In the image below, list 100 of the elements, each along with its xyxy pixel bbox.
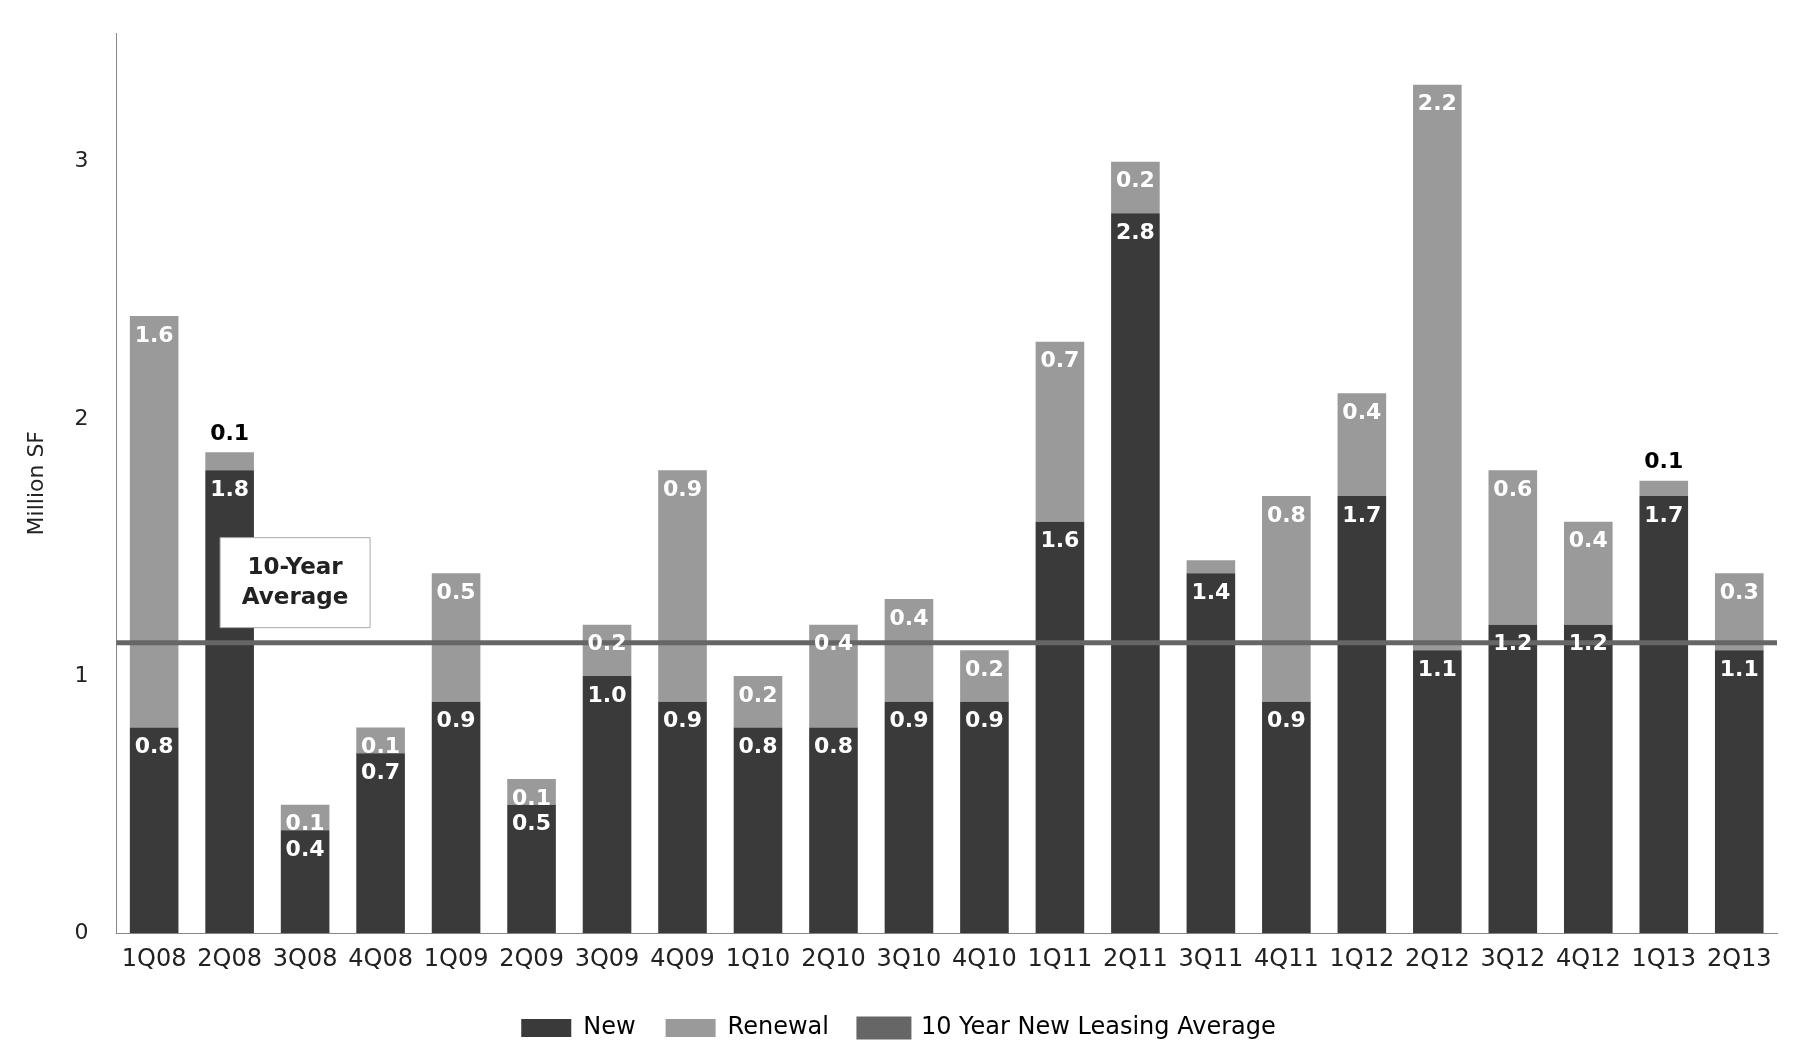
bar <box>1262 496 1311 702</box>
bar <box>1488 624 1538 934</box>
data-label: 0.5 <box>512 810 552 836</box>
data-label: 0.4 <box>1342 398 1382 424</box>
data-label: 0.2 <box>1115 167 1155 193</box>
x-tick-label: 3Q09 <box>574 943 640 972</box>
bar <box>809 624 858 728</box>
bar <box>129 316 179 728</box>
bar <box>1035 521 1085 934</box>
bar <box>1186 573 1236 934</box>
bar <box>1714 650 1764 934</box>
data-label: 1.8 <box>210 476 250 502</box>
data-label: 1.7 <box>1342 501 1382 527</box>
x-tick-label: 4Q08 <box>348 943 413 972</box>
data-label: 0.7 <box>361 758 401 784</box>
data-label: 1.4 <box>1191 578 1231 604</box>
data-label: 0.1 <box>285 810 325 836</box>
data-label: 1.7 <box>1644 501 1684 527</box>
data-label: 0.2 <box>587 630 627 656</box>
x-tick-label: 1Q08 <box>121 943 187 972</box>
data-label: 0.8 <box>738 733 778 759</box>
data-label: 0.9 <box>1266 707 1306 733</box>
data-label: 2.2 <box>1417 90 1457 116</box>
x-tick-label: 1Q09 <box>423 943 489 972</box>
x-tick-label: 1Q12 <box>1329 943 1395 972</box>
data-label: 1.6 <box>134 321 174 347</box>
data-label: 0.1 <box>1644 448 1684 474</box>
bar <box>1337 393 1387 497</box>
data-label: 0.4 <box>1568 527 1608 553</box>
bar <box>1563 521 1613 625</box>
data-label: 0.4 <box>813 630 853 656</box>
x-tick-label: 2Q10 <box>801 943 866 972</box>
bar <box>431 701 481 934</box>
bar <box>658 470 707 702</box>
bar <box>431 573 481 702</box>
data-label: 0.9 <box>663 476 702 502</box>
data-label: 0.9 <box>663 707 702 733</box>
bar <box>356 753 405 934</box>
y-tick-label: 3 <box>74 147 89 173</box>
data-label: 0.1 <box>361 733 401 759</box>
x-tick-label: 3Q08 <box>272 943 338 972</box>
x-tick-label: 1Q10 <box>725 943 791 972</box>
x-tick-label: 2Q13 <box>1706 943 1772 972</box>
y-tick-label: 2 <box>74 404 89 430</box>
x-tick-label: 1Q11 <box>1027 943 1093 972</box>
data-label: 0.2 <box>964 656 1004 682</box>
data-label: 0.2 <box>738 681 778 707</box>
y-axis-title: Million SF <box>22 430 48 536</box>
data-label: 1.1 <box>1417 656 1457 682</box>
bar <box>1639 496 1689 934</box>
data-label: 1.2 <box>1493 630 1533 656</box>
x-tick-label: 4Q09 <box>650 943 715 972</box>
data-label: 0.7 <box>1040 347 1080 373</box>
x-tick-label: 1Q13 <box>1631 943 1697 972</box>
bar <box>129 727 179 934</box>
data-label: 0.3 <box>1719 578 1759 604</box>
data-label: 1.2 <box>1568 630 1608 656</box>
data-label: 1.6 <box>1040 527 1080 553</box>
x-tick-label: 4Q10 <box>952 943 1017 972</box>
data-label: 0.8 <box>1266 501 1306 527</box>
bar <box>1262 701 1311 934</box>
bar <box>1111 213 1160 934</box>
annotation: 10-Year Average <box>241 552 349 609</box>
data-label: 0.9 <box>964 707 1004 733</box>
legend-label: New <box>583 1012 636 1041</box>
x-tick-label: 3Q10 <box>876 943 942 972</box>
x-tick-label: 4Q11 <box>1254 943 1319 972</box>
data-label: 2.8 <box>1115 218 1155 244</box>
data-label: 0.1 <box>210 420 250 446</box>
x-tick-label: 3Q11 <box>1178 943 1244 972</box>
data-label: 0.5 <box>436 578 476 604</box>
legend-label: 10 Year New Leasing Average <box>920 1012 1276 1041</box>
bar <box>809 727 858 934</box>
data-label: 1.1 <box>1719 656 1759 682</box>
bar <box>1035 341 1085 522</box>
bar <box>658 701 707 934</box>
x-tick-label: 4Q12 <box>1555 943 1621 972</box>
bar <box>960 701 1009 934</box>
x-tick-label: 2Q08 <box>197 943 262 972</box>
bar <box>582 676 632 934</box>
bar <box>884 701 934 934</box>
bar <box>280 830 330 934</box>
bar <box>1639 480 1689 497</box>
data-label: 0.9 <box>889 707 929 733</box>
data-label: 0.4 <box>889 604 929 630</box>
x-tick-label: 2Q12 <box>1404 943 1470 972</box>
y-tick-label: 1 <box>74 661 89 687</box>
x-tick-label: 3Q12 <box>1480 943 1546 972</box>
bar <box>205 452 254 471</box>
bar <box>1488 470 1538 625</box>
bar <box>1337 496 1387 934</box>
bar <box>1563 624 1613 934</box>
data-label: 0.4 <box>285 836 325 862</box>
data-label: 0.1 <box>512 784 552 810</box>
bar <box>1186 560 1236 574</box>
data-label: 0.9 <box>436 707 476 733</box>
legend-label: Renewal <box>727 1012 829 1041</box>
data-label: 0.8 <box>813 733 853 759</box>
bar <box>1413 84 1462 651</box>
data-label: 0.6 <box>1493 476 1533 502</box>
